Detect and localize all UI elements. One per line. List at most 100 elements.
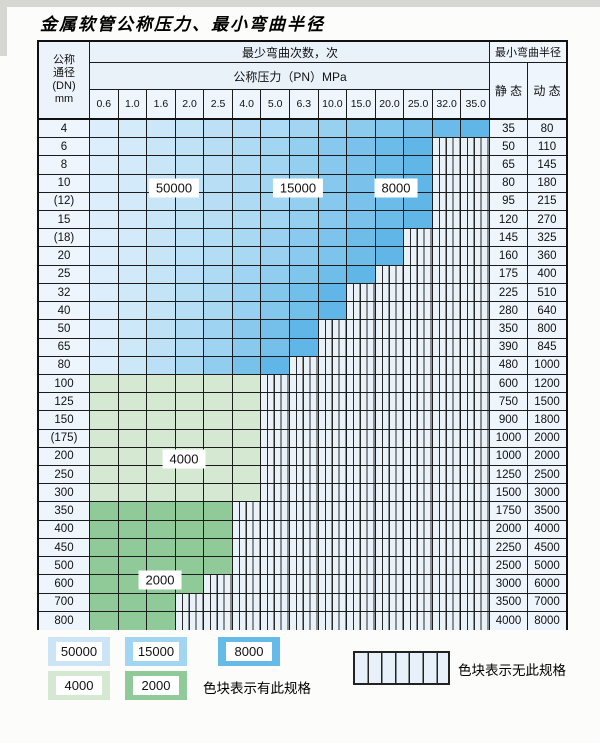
dn-corner-header-line: mm [54,93,74,105]
no-spec-cell [404,484,433,502]
spec-cell [90,247,119,265]
spec-cell [204,502,233,520]
no-spec-cell [375,411,405,429]
no-spec-cell [318,338,348,356]
dn-corner-header-line: (DN) [52,80,76,92]
spec-cell [347,229,376,247]
no-spec-cell [375,356,405,374]
spec-cell [118,302,148,320]
dynamic-radius-cell: 4500 [527,538,566,557]
no-spec-cell [461,447,490,466]
dn-cell: 15 [39,211,90,229]
no-spec-cell [461,429,490,447]
pressure-column-header: 2.5 [204,90,233,118]
spec-cell [118,229,148,247]
no-spec-cell [375,502,405,520]
spec-cell [90,265,119,283]
no-spec-cell [261,411,290,429]
no-spec-cell [347,538,376,557]
spec-cell [204,156,233,174]
no-spec-cell [347,466,376,484]
spec-cell [232,174,262,192]
spec-cell [147,429,176,447]
legend-swatch-4000: 4000 [48,671,110,700]
no-spec-cell [204,611,233,630]
static-radius-cell: 1000 [488,447,528,466]
no-spec-cell [432,393,462,411]
min-bend-cycles-header: 最少弯曲次数，次 [90,42,490,63]
spec-cell [261,229,290,247]
no-spec-cell [375,484,405,502]
no-spec-cell [461,593,490,611]
dynamic-radius-cell: 2000 [527,447,566,466]
spec-cell [204,247,233,265]
dynamic-radius-cell: 1000 [527,356,566,374]
table-row-dn-8: 8 65 145 [39,156,566,175]
dn-cell: 800 [39,611,90,630]
spec-cell [404,120,433,138]
dynamic-radius-cell: 1200 [527,374,566,393]
spec-cell [204,356,233,374]
spec-cell [118,593,148,611]
spec-cell [261,356,290,374]
spec-cell [318,120,348,138]
spec-cell [90,302,119,320]
no-spec-cell [432,447,462,466]
table-row-dn-25: 25 175 400 [39,265,566,284]
spec-cell [461,120,490,138]
no-spec-cell [375,538,405,557]
spec-cell [261,302,290,320]
spec-cell [118,283,148,302]
no-spec-cell [432,356,462,374]
legend-swatch-label: 15000 [133,642,179,661]
no-spec-cell [289,447,319,466]
spec-cell [175,502,205,520]
no-spec-cell [289,502,319,520]
spec-cell [204,192,233,211]
no-spec-cell [318,502,348,520]
no-spec-cell [432,502,462,520]
no-spec-cell [432,466,462,484]
no-spec-cell [461,611,490,630]
spec-cell [261,120,290,138]
spec-cell [175,120,205,138]
no-spec-cell [318,593,348,611]
spec-cell [118,466,148,484]
spec-cell [175,484,205,502]
table-row-dn-65: 65 390 845 [39,338,566,357]
spec-cell [90,520,119,538]
dn-cell: 50 [39,320,90,338]
table-row-dn-450: 450 2250 4500 [39,538,566,558]
spec-cell [261,211,290,229]
static-radius-cell: 280 [488,302,528,320]
no-spec-cell [432,611,462,630]
no-spec-cell [261,484,290,502]
no-spec-cell [289,356,319,374]
spec-cell [232,302,262,320]
spec-cell [347,211,376,229]
spec-cell [118,538,148,557]
dn-cell: 80 [39,356,90,374]
spec-cell [90,138,119,156]
dn-cell: 32 [39,283,90,302]
pressure-column-header: 32.0 [433,90,462,118]
legend-hatch-block [353,651,450,685]
no-spec-cell [261,466,290,484]
spec-cell [90,283,119,302]
no-spec-cell [347,520,376,538]
spec-cell [118,211,148,229]
no-spec-cell [432,174,462,192]
spec-cell [375,120,405,138]
spec-cell [90,338,119,356]
spec-cell [118,247,148,265]
dynamic-radius-cell: 80 [527,120,566,138]
spec-cell [175,138,205,156]
spec-cell [204,138,233,156]
no-spec-cell [461,283,490,302]
spec-cell [147,229,176,247]
static-radius-cell: 120 [488,211,528,229]
no-spec-cell [318,356,348,374]
spec-cell [232,484,262,502]
spec-cell [90,575,119,593]
spec-cell [90,356,119,374]
